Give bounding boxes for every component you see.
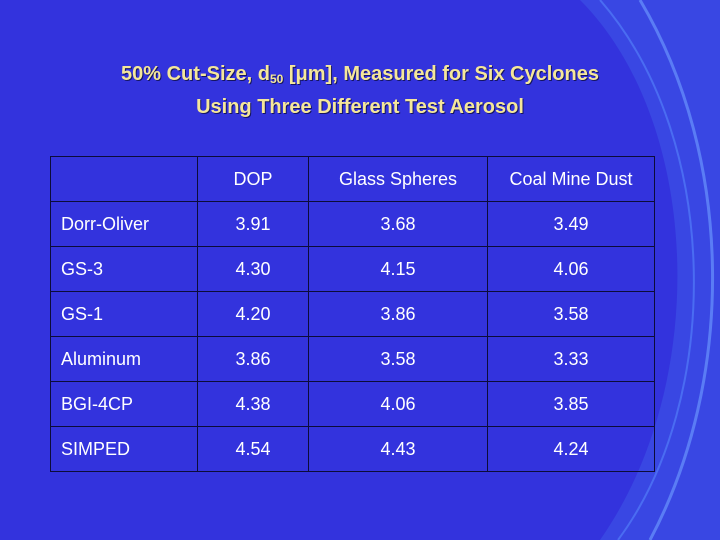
table-cell: 4.20 [197, 291, 309, 337]
slide-title: 50% Cut-Size, d50 [μm], Measured for Six… [0, 60, 720, 121]
table-header-row: DOP Glass Spheres Coal Mine Dust [50, 156, 655, 202]
row-label: BGI-4CP [50, 381, 198, 427]
header-cell-coal-mine-dust: Coal Mine Dust [487, 156, 655, 202]
table-cell: 4.24 [487, 426, 655, 472]
table-row: Dorr-Oliver 3.91 3.68 3.49 [50, 201, 655, 247]
row-label: SIMPED [50, 426, 198, 472]
table-cell: 3.85 [487, 381, 655, 427]
table-cell: 4.30 [197, 246, 309, 292]
table-cell: 3.33 [487, 336, 655, 382]
table-cell: 3.68 [308, 201, 488, 247]
table-cell: 3.86 [197, 336, 309, 382]
row-label: Dorr-Oliver [50, 201, 198, 247]
cut-size-table: DOP Glass Spheres Coal Mine Dust Dorr-Ol… [50, 156, 655, 472]
row-label: GS-3 [50, 246, 198, 292]
table-cell: 4.15 [308, 246, 488, 292]
table-cell: 4.43 [308, 426, 488, 472]
table-row: BGI-4CP 4.38 4.06 3.85 [50, 381, 655, 427]
table-cell: 4.54 [197, 426, 309, 472]
row-label: GS-1 [50, 291, 198, 337]
table-cell: 3.49 [487, 201, 655, 247]
header-cell-empty [50, 156, 198, 202]
table-row: Aluminum 3.86 3.58 3.33 [50, 336, 655, 382]
table-cell: 3.86 [308, 291, 488, 337]
title-line-2: Using Three Different Test Aerosol [196, 96, 524, 118]
table-row: SIMPED 4.54 4.43 4.24 [50, 426, 655, 472]
table-row: GS-3 4.30 4.15 4.06 [50, 246, 655, 292]
table-cell: 3.91 [197, 201, 309, 247]
table-cell: 3.58 [308, 336, 488, 382]
table-cell: 4.38 [197, 381, 309, 427]
header-cell-dop: DOP [197, 156, 309, 202]
table-cell: 4.06 [487, 246, 655, 292]
table-row: GS-1 4.20 3.86 3.58 [50, 291, 655, 337]
title-line-1: 50% Cut-Size, d50 [μm], Measured for Six… [121, 63, 599, 86]
table-cell: 3.58 [487, 291, 655, 337]
header-cell-glass-spheres: Glass Spheres [308, 156, 488, 202]
table-cell: 4.06 [308, 381, 488, 427]
row-label: Aluminum [50, 336, 198, 382]
